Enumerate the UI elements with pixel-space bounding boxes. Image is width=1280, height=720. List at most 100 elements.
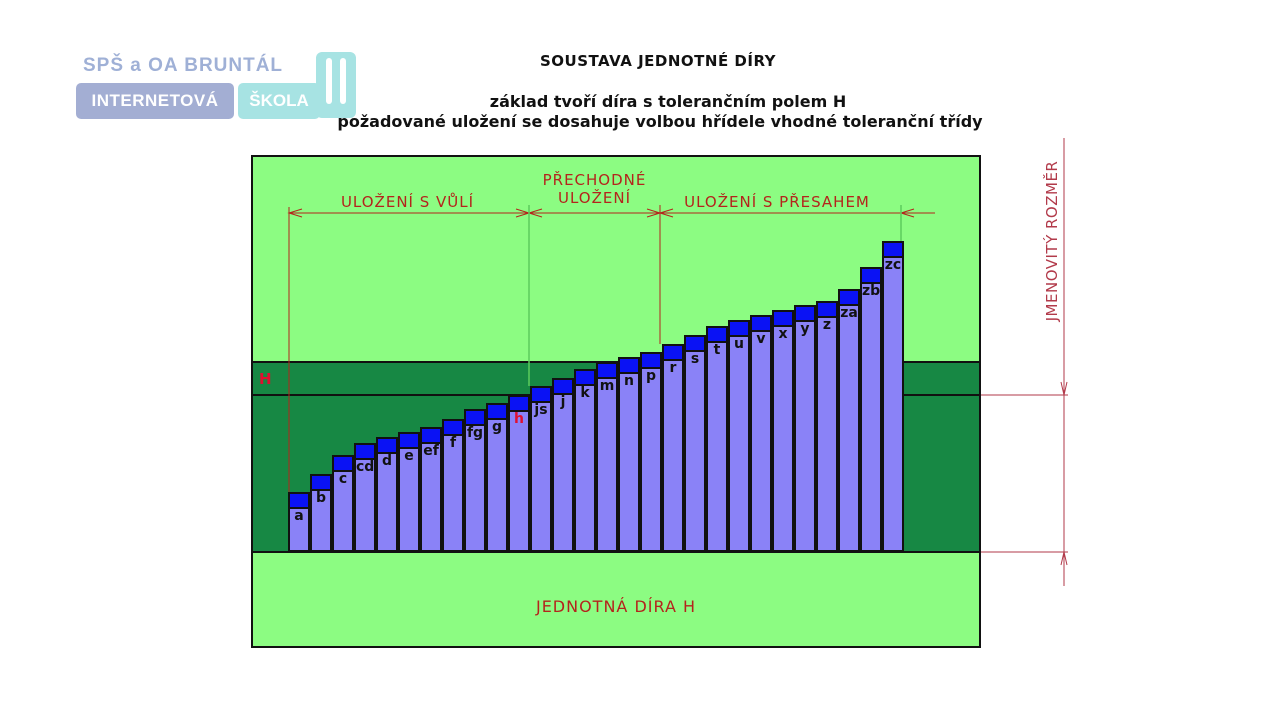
shaft-label: n (624, 373, 634, 389)
shaft-label: b (315, 490, 327, 506)
shaft-bar-cd: cd (354, 443, 376, 552)
shaft-tolerance-cap (774, 312, 792, 327)
shaft-label: h (514, 411, 524, 427)
shaft-tolerance-cap (290, 494, 308, 509)
shaft-label: za (840, 305, 858, 321)
logo-emblem-icon (316, 52, 356, 118)
shaft-label: p (645, 368, 657, 384)
shaft-label: z (822, 317, 832, 333)
shaft-bar-s: s (684, 335, 706, 552)
shaft-tolerance-cap (686, 337, 704, 352)
shaft-bar-u: u (728, 320, 750, 552)
shaft-tolerance-cap (620, 359, 638, 374)
shaft-label: e (404, 448, 414, 464)
shaft-label: a (294, 508, 304, 524)
shaft-tolerance-cap (488, 405, 506, 420)
shaft-label: k (580, 385, 590, 401)
shaft-bar-fg: fg (464, 409, 486, 552)
base-line (251, 551, 981, 553)
shaft-bar-h: h (508, 395, 530, 552)
shaft-label: u (734, 336, 744, 352)
shaft-bar-x: x (772, 310, 794, 552)
shaft-bar-y: y (794, 305, 816, 552)
shaft-tolerance-cap (400, 434, 418, 449)
shaft-bar-r: r (662, 344, 684, 552)
shaft-label: d (381, 453, 393, 469)
shaft-label: g (491, 419, 503, 435)
shaft-tolerance-cap (444, 421, 462, 436)
page-title: SOUSTAVA JEDNOTNÉ DÍRY (539, 52, 777, 70)
shaft-bar-p: p (640, 352, 662, 552)
shaft-tolerance-cap (664, 346, 682, 361)
shaft-bar-m: m (596, 362, 618, 552)
clearance-fit-label: ULOŽENÍ S VŮLÍ (340, 193, 475, 211)
shaft-tolerance-cap (796, 307, 814, 322)
shaft-bar-v: v (750, 315, 772, 552)
shaft-label: js (534, 402, 548, 418)
shaft-tolerance-cap (730, 322, 748, 337)
shaft-label: fg (466, 425, 484, 441)
shaft-bar-t: t (706, 326, 728, 552)
shaft-bar-zb: zb (860, 267, 882, 552)
shaft-bar-a: a (288, 492, 310, 552)
shaft-bar-k: k (574, 369, 596, 552)
shaft-label: f (449, 435, 457, 451)
shaft-tolerance-cap (356, 445, 374, 460)
shaft-label: ef (423, 443, 439, 459)
shaft-label: j (560, 394, 566, 410)
interference-fit-label: ULOŽENÍ S PŘESAHEM (684, 193, 870, 211)
shaft-tolerance-cap (818, 303, 836, 318)
nominal-size-label: JMENOVITÝ ROZMĚR (1043, 160, 1061, 322)
shaft-bar-c: c (332, 455, 354, 552)
shaft-label: zc (884, 257, 902, 273)
shaft-bar-za: za (838, 289, 860, 552)
shaft-tolerance-cap (532, 388, 550, 403)
shaft-label: r (669, 360, 677, 376)
transition-fit-label-2: ULOŽENÍ (557, 189, 631, 207)
school-logo: SPŠ a OA BRUNTÁL INTERNETOVÁ ŠKOLA (76, 52, 361, 122)
shaft-bar-d: d (376, 437, 398, 552)
shaft-tolerance-cap (554, 380, 572, 395)
shaft-label: y (800, 321, 810, 337)
shaft-label: v (756, 331, 766, 347)
shaft-bar-ef: ef (420, 427, 442, 552)
shaft-tolerance-cap (884, 243, 902, 258)
shaft-tolerance-bars: a b c cd d e ef f fg g h js j k m n p r s t u v x y z za zb zc (288, 0, 904, 552)
shaft-tolerance-cap (334, 457, 352, 472)
shaft-bar-j: j (552, 378, 574, 552)
shaft-tolerance-cap (466, 411, 484, 426)
shaft-tolerance-cap (862, 269, 880, 284)
shaft-bar-z: z (816, 301, 838, 552)
shaft-tolerance-cap (312, 476, 330, 491)
shaft-label: t (713, 342, 721, 358)
subtitle-line-2: požadované uložení se dosahuje volbou hř… (337, 112, 983, 131)
shaft-tolerance-cap (510, 397, 528, 412)
shaft-bar-b: b (310, 474, 332, 552)
shaft-label: s (690, 351, 700, 367)
shaft-label: cd (356, 459, 375, 475)
shaft-tolerance-cap (708, 328, 726, 343)
shaft-tolerance-cap (840, 291, 858, 306)
logo-skola: ŠKOLA (238, 83, 320, 119)
shaft-bar-n: n (618, 357, 640, 552)
shaft-tolerance-cap (642, 354, 660, 369)
shaft-tolerance-cap (422, 429, 440, 444)
shaft-bar-f: f (442, 419, 464, 552)
shaft-tolerance-cap (598, 364, 616, 379)
shaft-label: m (599, 378, 615, 394)
subtitle-line-1: základ tvoří díra s tolerančním polem H (489, 92, 847, 111)
shaft-bar-js: js (530, 386, 552, 552)
shaft-tolerance-cap (378, 439, 396, 454)
shaft-bar-zc: zc (882, 241, 904, 552)
transition-fit-label-1: PŘECHODNÉ (542, 171, 647, 189)
hole-tolerance-label: H (259, 370, 272, 388)
logo-internetova: INTERNETOVÁ (76, 83, 234, 119)
base-hole-label: JEDNOTNÁ DÍRA H (535, 597, 697, 616)
shaft-label: c (338, 471, 348, 487)
shaft-bar-e: e (398, 432, 420, 552)
logo-school-name: SPŠ a OA BRUNTÁL (83, 55, 284, 76)
shaft-tolerance-cap (576, 371, 594, 386)
shaft-label: zb (862, 283, 881, 299)
shaft-label: x (778, 326, 788, 342)
